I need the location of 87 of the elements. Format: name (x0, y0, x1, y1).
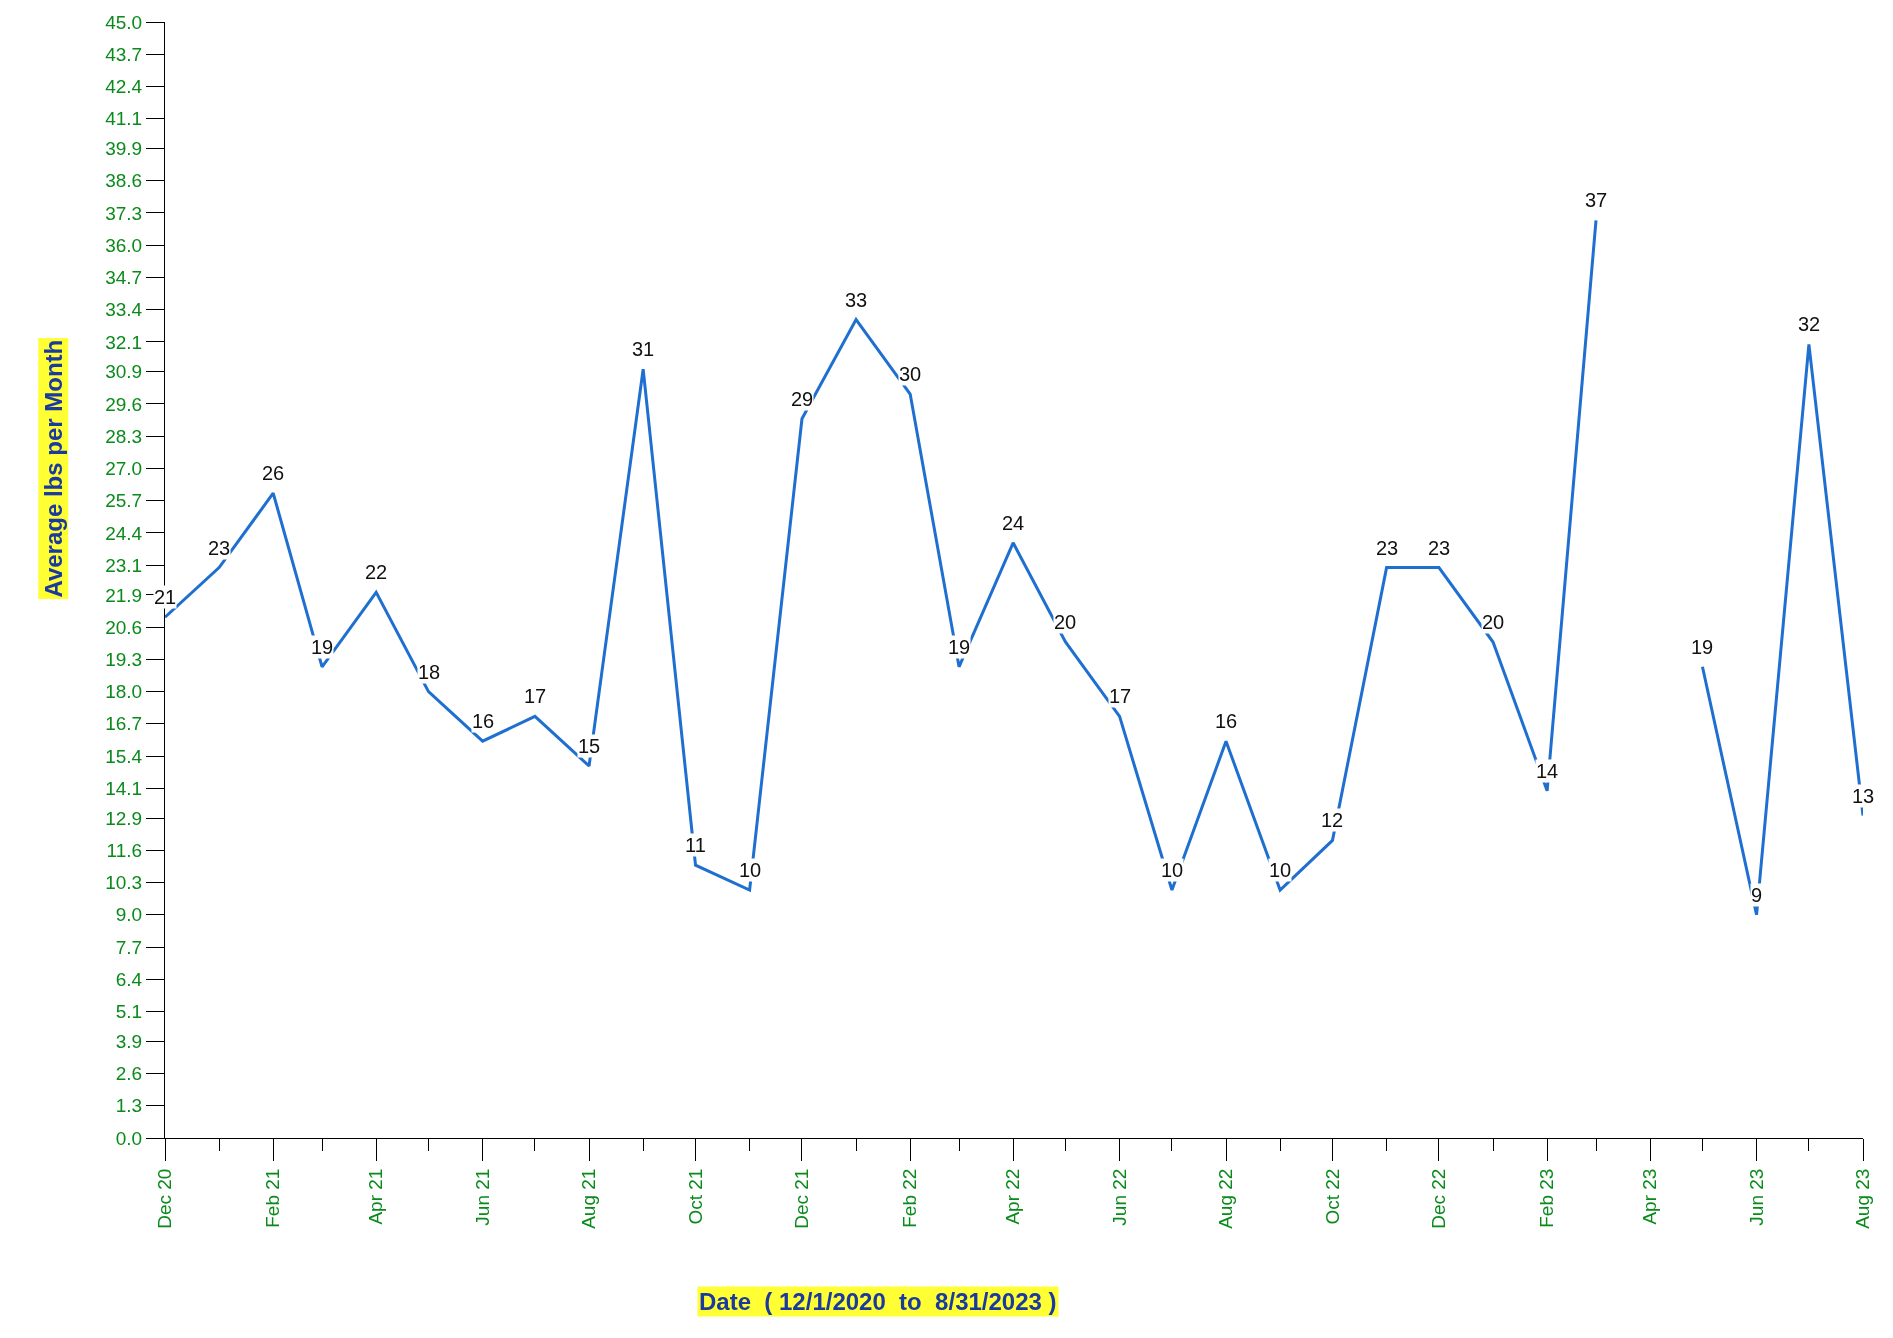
data-label: 12 (1321, 809, 1344, 831)
x-tick-label: Feb 21 (262, 1168, 284, 1228)
y-tick-label: 7.7 (115, 936, 143, 958)
data-label: 16 (1215, 710, 1238, 732)
data-label: 31 (632, 338, 655, 360)
y-tick-label: 25.7 (105, 490, 143, 512)
data-label: 21 (154, 586, 177, 608)
x-tick-label: Aug 23 (1852, 1168, 1874, 1229)
y-tick-label: 39.9 (105, 138, 143, 160)
y-axis-title: Average lbs per Month (39, 339, 67, 598)
data-label: 37 (1585, 189, 1608, 211)
data-label: 11 (685, 834, 706, 856)
y-tick-label: 6.4 (115, 968, 143, 990)
data-label: 17 (524, 685, 547, 707)
x-tick-label: Oct 21 (684, 1168, 706, 1225)
y-tick-label: 38.6 (105, 170, 143, 192)
data-label: 22 (365, 561, 388, 583)
y-tick-label: 15.4 (105, 745, 143, 767)
y-tick-label: 5.1 (115, 1001, 143, 1023)
y-tick-label: 19.3 (105, 649, 143, 671)
y-tick-label: 21.9 (105, 584, 143, 606)
y-tick-label: 41.1 (105, 108, 143, 130)
y-tick-label: 1.3 (115, 1095, 143, 1117)
data-label: 33 (845, 289, 868, 311)
data-label: 23 (1428, 537, 1451, 559)
data-label: 32 (1798, 313, 1821, 335)
x-tick-label: Apr 22 (1002, 1168, 1024, 1225)
y-tick-label: 43.7 (105, 43, 143, 65)
x-tick-label: Aug 21 (578, 1168, 600, 1229)
data-label: 20 (1054, 611, 1077, 633)
y-tick-label: 27.0 (105, 458, 143, 480)
y-tick-label: 28.3 (105, 425, 143, 447)
x-tick-label: Oct 22 (1321, 1168, 1343, 1225)
y-tick-label: 2.6 (115, 1063, 143, 1085)
data-label: 10 (739, 859, 762, 881)
y-tick-label: 24.4 (105, 522, 143, 544)
y-tick-label: 12.9 (105, 807, 143, 829)
x-tick-label: Feb 23 (1536, 1168, 1558, 1228)
data-label: 19 (1691, 636, 1714, 658)
data-label: 17 (1109, 685, 1132, 707)
y-tick-label: 23.1 (105, 554, 143, 576)
y-tick-label: 29.6 (105, 393, 143, 415)
y-tick-label: 36.0 (105, 234, 143, 256)
data-label: 26 (262, 462, 285, 484)
data-label: 10 (1161, 859, 1184, 881)
x-tick-label: Dec 21 (791, 1168, 813, 1229)
data-label: 9 (1751, 884, 1763, 906)
y-tick-label: 0.0 (115, 1127, 143, 1149)
data-label: 19 (311, 636, 334, 658)
x-tick-label: Dec 20 (154, 1168, 176, 1229)
data-label: 16 (472, 710, 495, 732)
y-tick-label: 18.0 (105, 681, 143, 703)
y-tick-label: 10.3 (105, 872, 143, 894)
data-label: 19 (948, 636, 971, 658)
x-tick-label: Dec 22 (1428, 1168, 1450, 1229)
x-axis-title: Date ( 12/1/2020 to 8/31/2023 ) (699, 1288, 1057, 1315)
y-tick-label: 3.9 (115, 1030, 143, 1052)
y-tick-label: 37.3 (105, 202, 143, 224)
y-tick-label: 30.9 (105, 361, 143, 383)
data-label: 29 (791, 388, 814, 410)
data-label: 18 (418, 661, 441, 683)
y-tick-label: 9.0 (115, 904, 143, 926)
x-tick-label: Jun 22 (1108, 1168, 1130, 1226)
x-tick-label: Jun 23 (1745, 1168, 1767, 1226)
data-label: 14 (1536, 760, 1559, 782)
y-tick-label: 33.4 (105, 299, 143, 321)
x-tick-label: Jun 21 (471, 1168, 493, 1226)
y-tick-label: 20.6 (105, 616, 143, 638)
y-tick-label: 16.7 (105, 713, 143, 735)
y-tick-label: 42.4 (105, 76, 143, 98)
data-label: 13 (1852, 785, 1875, 807)
y-tick-label: 32.1 (105, 331, 143, 353)
x-tick-label: Feb 22 (899, 1168, 921, 1228)
y-tick-label: 14.1 (105, 777, 143, 799)
data-label: 20 (1482, 611, 1505, 633)
data-label: 15 (578, 735, 601, 757)
data-label: 10 (1269, 859, 1292, 881)
x-tick-label: Apr 21 (365, 1168, 387, 1225)
data-label: 30 (899, 363, 922, 385)
y-tick-label: 11.6 (106, 839, 143, 861)
y-tick-label: 45.0 (105, 11, 143, 33)
data-label: 23 (1376, 537, 1399, 559)
data-label: 23 (208, 537, 231, 559)
x-tick-label: Apr 23 (1639, 1168, 1661, 1225)
data-label: 24 (1002, 512, 1025, 534)
x-tick-label: Aug 22 (1215, 1168, 1237, 1229)
y-tick-label: 34.7 (105, 267, 143, 289)
